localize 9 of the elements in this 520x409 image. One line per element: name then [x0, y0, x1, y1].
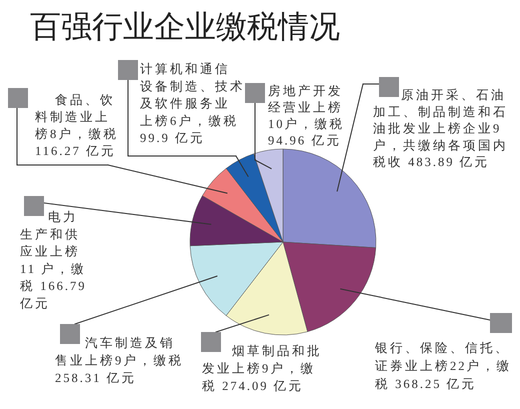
slice-label: 食品、饮料制造业上榜8户，缴税116.27 亿元: [35, 93, 118, 158]
slice-label: 烟草制品和批发业上榜9户，缴税 274.09 亿元: [202, 344, 322, 393]
slice-label: 汽车制造及销售业上榜9户，缴税258.31 亿元: [55, 336, 184, 385]
slice-label: 房地产开发经营业上榜10户，缴税94.96 亿元: [268, 84, 344, 148]
slice-label: 银行、保险、信托、证券业上榜22户，缴税 368.25 亿元: [375, 341, 512, 391]
slice-label: 计算机和通信设备制造、技术及软件服务业上榜6户，缴税99.9 亿元: [140, 62, 245, 146]
slice-label: 电力生产和供应业上榜11 户，缴税 166.79 亿元: [20, 210, 86, 310]
chart-title: 百强行业企业缴税情况: [30, 9, 340, 45]
slice-label: 原油开采、石油加工、制品制造和石油批发业上榜企业9户，共缴纳各项国内税收 483.89 亿元: [373, 88, 508, 170]
